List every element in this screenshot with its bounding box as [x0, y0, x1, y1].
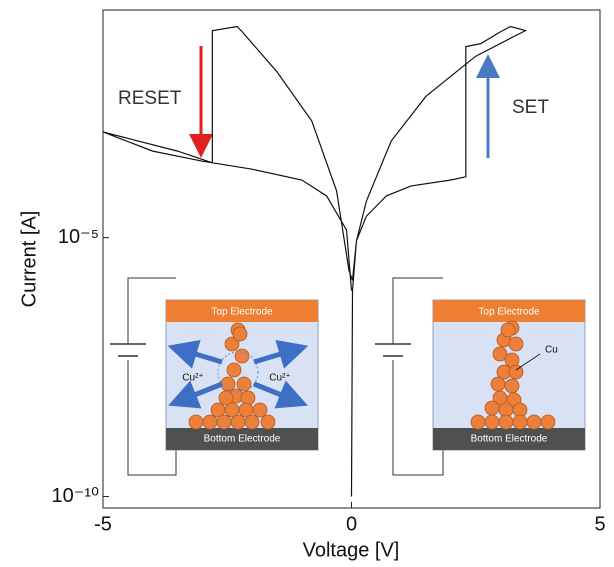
- y-tick-label: 10⁻⁵: [58, 226, 99, 248]
- cu-atom: [485, 415, 499, 429]
- cu-atom: [217, 415, 231, 429]
- insets: Top Electrode Bottom Electrode Top Electro…: [110, 278, 585, 475]
- x-tick-label: 0: [346, 513, 357, 535]
- cu-atom: [471, 415, 485, 429]
- bottom-electrode-label: Bottom Electrode: [471, 434, 548, 445]
- ion-label: Cu²⁺: [269, 373, 290, 384]
- chart: Voltage [V] Current [A] RESET SET Top El…: [0, 0, 614, 567]
- bottom-electrode-label: Bottom Electrode: [204, 434, 281, 445]
- cu-atom: [189, 415, 203, 429]
- reset-label: RESET: [118, 88, 182, 109]
- cu-atom: [253, 403, 267, 417]
- x-axis-label: Voltage [V]: [303, 539, 400, 561]
- x-tick-label: -5: [94, 513, 112, 535]
- ion-label: Cu²⁺: [182, 373, 203, 384]
- cu-atom: [237, 377, 251, 391]
- cu-atom: [203, 415, 217, 429]
- cu-atom: [231, 415, 245, 429]
- cu-atom: [261, 415, 275, 429]
- top-electrode-label: Top Electrode: [478, 307, 540, 318]
- x-tick-label: 5: [594, 513, 605, 535]
- cu-atom: [233, 327, 247, 341]
- cu-atom: [499, 415, 513, 429]
- cu-atom: [527, 415, 541, 429]
- cu-atom: [485, 401, 499, 415]
- cu-atom: [227, 363, 241, 377]
- cu-atom: [541, 415, 555, 429]
- y-tick-label: 10⁻¹⁰: [52, 485, 99, 507]
- cu-atom: [505, 379, 519, 393]
- cu-atom: [235, 349, 249, 363]
- cu-atom: [513, 415, 527, 429]
- top-electrode-label: Top Electrode: [211, 307, 273, 318]
- cu-atom: [491, 377, 505, 391]
- cu-atom: [501, 323, 515, 337]
- set-label: SET: [512, 97, 549, 118]
- y-axis-label: Current [A]: [18, 211, 40, 308]
- cu-atom: [245, 415, 259, 429]
- cu-label: Cu: [545, 345, 558, 356]
- cu-atom: [509, 337, 523, 351]
